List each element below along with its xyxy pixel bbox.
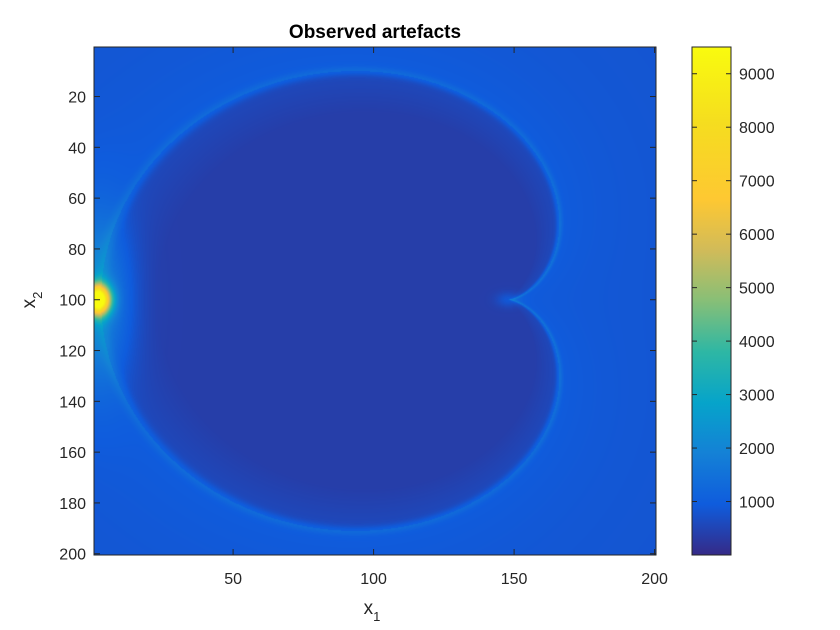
colorbar-tick-label: 4000 (739, 334, 775, 351)
y-tick-label: 180 (59, 496, 86, 513)
colorbar (691, 46, 732, 556)
colorbar-tick-label: 2000 (739, 441, 775, 458)
y-tick-label: 100 (59, 293, 86, 310)
colorbar-tick-label: 5000 (739, 281, 775, 298)
x-tick-label: 150 (501, 571, 528, 588)
x-axis-label: x1 (364, 598, 381, 624)
chart-title: Observed artefacts (289, 22, 461, 43)
y-tick-label: 160 (59, 445, 86, 462)
y-tick-label: 120 (59, 344, 86, 361)
y-tick-label: 140 (59, 394, 86, 411)
x-tick-label: 200 (641, 571, 668, 588)
y-tick-label: 80 (68, 242, 86, 259)
y-tick-label: 20 (68, 90, 86, 107)
colorbar-tick-label: 3000 (739, 388, 775, 405)
colorbar-tick-label: 8000 (739, 120, 775, 137)
plot-frame (93, 46, 657, 556)
y-axis-ticks: 20 40 60 80 100 120 140 160 180 200 (59, 90, 656, 564)
x-tick-label: 50 (224, 571, 242, 588)
y-tick-label: 200 (59, 547, 86, 564)
colorbar-tick-label: 7000 (739, 174, 775, 191)
y-tick-label: 60 (68, 191, 86, 208)
colorbar-tick-label: 9000 (739, 67, 775, 84)
heatmap-plot (94, 47, 656, 555)
colorbar-tick-label: 6000 (739, 227, 775, 244)
colorbar-tick-label: 1000 (739, 495, 775, 512)
y-tick-label: 40 (68, 140, 86, 157)
x-tick-label: 100 (360, 571, 387, 588)
y-axis-label: x2 (19, 292, 45, 309)
colorbar-ticks: 1000 2000 3000 4000 5000 6000 7000 8000 9000 (692, 67, 775, 512)
